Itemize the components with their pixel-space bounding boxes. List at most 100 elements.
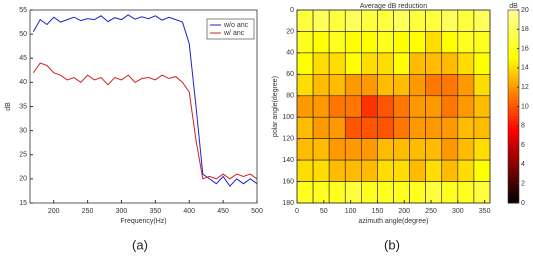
heat-cell xyxy=(457,52,475,75)
colorbar-step xyxy=(508,90,519,95)
heat-cell xyxy=(377,9,394,32)
colorbar-step xyxy=(508,177,519,181)
colorbar-tick-label: 18 xyxy=(521,26,529,33)
heat-cell xyxy=(457,95,475,118)
heat-cell xyxy=(425,74,443,97)
y-tick-label: 0 xyxy=(290,7,294,14)
colorbar-step xyxy=(508,48,519,53)
heat-cell xyxy=(361,95,378,118)
heat-cell xyxy=(425,52,443,75)
heat-cell xyxy=(457,181,475,204)
x-tick-label: 450 xyxy=(217,208,229,215)
heat-cell xyxy=(473,9,491,32)
colorbar-step xyxy=(508,119,519,124)
y-tick-label: 55 xyxy=(19,7,27,14)
heat-cell xyxy=(296,31,314,54)
heat-cell xyxy=(312,181,330,204)
heat-cell xyxy=(296,74,314,97)
x-tick-label: 100 xyxy=(345,208,357,215)
y-axis-label: polar angle(degree) xyxy=(272,76,279,137)
heat-cell xyxy=(361,9,378,32)
heat-cell xyxy=(409,95,426,118)
heat-cell xyxy=(409,138,426,161)
heat-cell xyxy=(361,116,378,139)
colorbar-step xyxy=(508,61,519,66)
heat-cell xyxy=(425,159,443,182)
colorbar-step xyxy=(508,145,519,149)
heat-cell xyxy=(312,95,330,118)
y-tick-label: 60 xyxy=(286,71,294,78)
colorbar-step xyxy=(508,125,519,130)
heat-cell xyxy=(377,95,394,118)
heat-cell xyxy=(377,159,394,182)
heat-cell xyxy=(457,74,475,97)
y-tick-label: 160 xyxy=(282,178,294,185)
colorbar-tick-label: 2 xyxy=(521,181,525,188)
colorbar-tick-label: 8 xyxy=(521,123,525,130)
colorbar-step xyxy=(508,71,519,75)
heat-cell xyxy=(441,181,459,204)
heat-cell xyxy=(296,138,314,161)
heat-cell xyxy=(457,31,475,54)
heat-cell xyxy=(425,9,443,32)
x-tick-label: 300 xyxy=(452,208,464,215)
heat-cell xyxy=(409,74,426,97)
colorbar-step xyxy=(508,16,519,21)
heat-cell xyxy=(409,116,426,139)
heat-cell xyxy=(393,159,410,182)
colorbar-step xyxy=(508,148,519,153)
heat-cell xyxy=(312,116,330,139)
x-tick-label: 500 xyxy=(251,208,263,215)
colorbar-step xyxy=(508,129,519,133)
colorbar-tick-label: 16 xyxy=(521,45,529,52)
heat-cell xyxy=(393,74,410,97)
colorbar-tick-label: 0 xyxy=(521,200,525,207)
colorbar-step xyxy=(508,106,519,111)
y-axis-label: dB xyxy=(5,102,12,111)
colorbar-step xyxy=(508,77,519,82)
colorbar-step xyxy=(508,32,519,37)
colorbar-step xyxy=(508,186,519,191)
heat-cell xyxy=(409,31,426,54)
colorbar-step xyxy=(508,116,519,120)
heat-cell xyxy=(361,138,378,161)
x-tick-label: 50 xyxy=(320,208,328,215)
y-tick-label: 30 xyxy=(19,127,27,134)
heat-cell xyxy=(328,181,346,204)
heat-cell xyxy=(344,116,362,139)
colorbar-step xyxy=(508,93,519,98)
heat-cell xyxy=(473,52,491,75)
heat-cell xyxy=(328,116,346,139)
heat-cell xyxy=(473,74,491,97)
heat-cell xyxy=(296,181,314,204)
heat-cell xyxy=(361,31,378,54)
colorbar-step xyxy=(508,74,519,79)
colorbar-step xyxy=(508,199,519,204)
heat-cell xyxy=(344,9,362,32)
heat-cell xyxy=(312,138,330,161)
colorbar-step xyxy=(508,26,519,30)
colorbar-step xyxy=(508,29,519,34)
colorbar-step xyxy=(508,196,519,201)
series-line xyxy=(32,14,258,187)
y-tick-label: 120 xyxy=(282,136,294,143)
heat-cell xyxy=(425,116,443,139)
colorbar-tick-label: 20 xyxy=(521,7,529,14)
colorbar-step xyxy=(508,167,519,172)
heat-cell xyxy=(441,116,459,139)
colorbar-step xyxy=(508,55,519,59)
colorbar-step xyxy=(508,112,519,117)
x-tick-label: 250 xyxy=(425,208,437,215)
colorbar-tick-label: 10 xyxy=(521,103,529,110)
colorbar-step xyxy=(508,96,519,101)
colorbar-step xyxy=(508,170,519,175)
y-tick-label: 45 xyxy=(19,55,27,62)
heat-cell xyxy=(377,138,394,161)
heat-cell xyxy=(409,181,426,204)
colorbar-step xyxy=(508,164,519,169)
colorbar-step xyxy=(508,10,519,14)
y-tick-label: 50 xyxy=(19,31,27,38)
heat-cell xyxy=(377,74,394,97)
colorbar-step xyxy=(508,67,519,72)
colorbar-tick-label: 14 xyxy=(521,65,529,72)
